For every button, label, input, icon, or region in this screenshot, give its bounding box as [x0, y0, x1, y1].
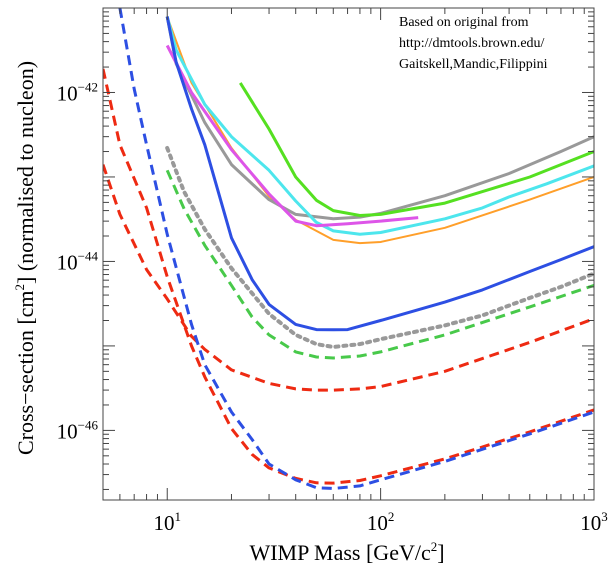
series-line-2 — [165, 16, 594, 221]
y-axis-title-main: Cross−section [cm — [13, 290, 38, 455]
tick-layer: 101 102 103 10−42 10−44 10−46 — [57, 7, 608, 535]
x-axis-title-sup: 2 — [431, 539, 438, 554]
x-tick-label: 101 — [153, 509, 181, 535]
x-axis-title: WIMP Mass [GeV/c2] — [249, 539, 444, 565]
series-line-6 — [165, 16, 594, 332]
series-line-11 — [118, 8, 594, 490]
x-axis-title-tail: ] — [437, 540, 444, 565]
y-axis-title-sup: 2 — [12, 284, 27, 291]
y-tick-label: 10−42 — [57, 79, 98, 105]
annotation-line-1: Based on original from — [399, 15, 529, 30]
series-line-5 — [165, 44, 419, 228]
x-tick-label: 102 — [367, 509, 395, 535]
series-line-8 — [165, 169, 594, 360]
y-tick-label: 10−44 — [57, 248, 99, 274]
series-line-9 — [103, 164, 594, 392]
y-tick-label: 10−46 — [57, 417, 99, 443]
series-line-7 — [165, 146, 594, 349]
x-tick-label: 103 — [580, 509, 608, 535]
plot-frame — [102, 7, 595, 501]
series-line-3 — [239, 82, 594, 217]
series-line-1 — [166, 16, 594, 245]
annotation-line-2: http://dmtools.brown.edu/ — [399, 36, 545, 51]
series-line-10 — [103, 68, 594, 485]
y-axis-title: Cross−section [cm2] (normalised to nucle… — [12, 61, 38, 455]
x-axis-title-main: WIMP Mass [GeV/c — [249, 540, 430, 565]
series-line-4 — [165, 16, 594, 236]
annotation-box: Based on original from http://dmtools.br… — [399, 15, 548, 72]
y-axis-title-tail: ] (normalised to nucleon) — [13, 61, 38, 284]
series-layer — [103, 8, 594, 490]
annotation-line-3: Gaitskell,Mandic,Filippini — [399, 57, 548, 72]
